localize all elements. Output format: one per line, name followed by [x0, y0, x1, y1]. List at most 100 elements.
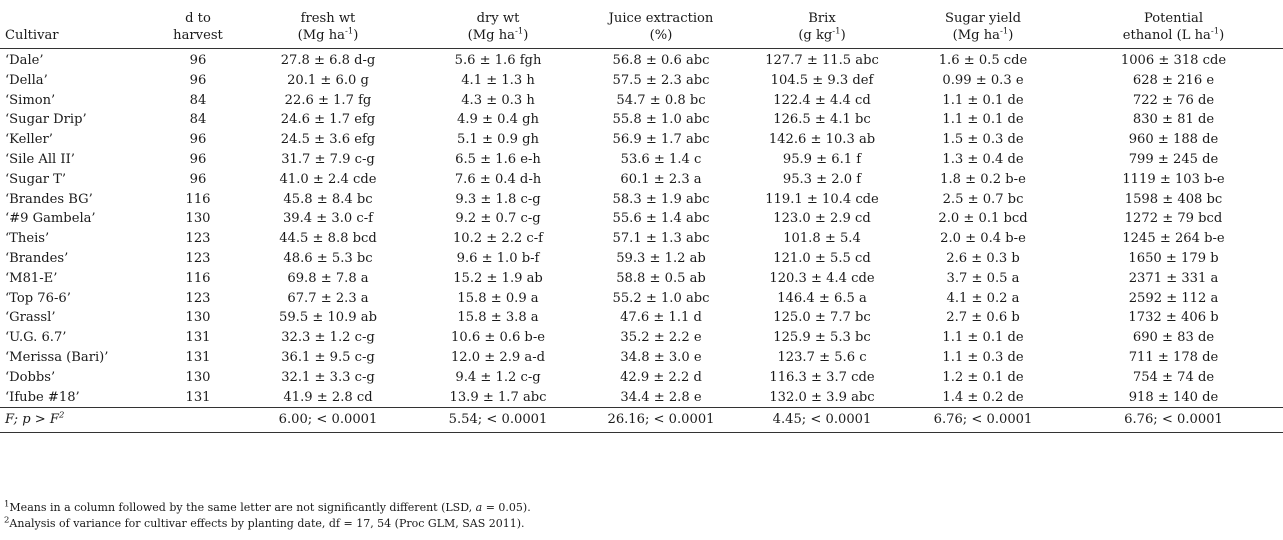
cell-sugar-yield: 2.7 ± 0.6 b [946, 310, 1020, 326]
cell-brix: 104.5 ± 9.3 def [770, 72, 874, 88]
header-unit-exponent: -1 [1210, 26, 1220, 37]
ftest-value: 6.00; < 0.0001 [240, 407, 416, 434]
cell-days-to-harvest: 131 [185, 330, 211, 346]
cell-sugar-yield: 1.2 ± 0.1 de [942, 369, 1024, 385]
cell-days-to-harvest: 131 [185, 349, 211, 365]
cell-fresh-weight: 31.7 ± 7.9 c-g [281, 151, 375, 167]
cell-cultivar: ‘Merissa (Bari)’ [5, 349, 109, 365]
cell-sugar-yield: 1.4 ± 0.2 de [942, 389, 1024, 405]
table-body: ‘Dale’ 96 27.8 ± 6.8 d-g 5.6 ± 1.6 fgh 56.8 … [0, 49, 1283, 434]
table-row: ‘Grassl’ 130 59.5 ± 10.9 ab 15.8 ± 3.8 a 47.… [0, 308, 1283, 328]
cell-cultivar: ‘M81-E’ [5, 270, 58, 286]
header-unit-exponent: -1 [514, 26, 524, 37]
cell-potential-ethanol: 2592 ± 112 a [1128, 290, 1219, 306]
header-unit-exponent: -1 [832, 26, 841, 37]
table-row: ‘Sugar Drip’ 84 24.6 ± 1.7 efg 4.9 ± 0.4 gh… [0, 110, 1283, 130]
ftest-label-text: F; p > F [5, 412, 59, 428]
cell-fresh-weight: 44.5 ± 8.8 bcd [279, 231, 377, 247]
cell-potential-ethanol: 1650 ± 179 b [1128, 250, 1219, 266]
cell-potential-ethanol: 1119 ± 103 b-e [1122, 171, 1225, 187]
cell-cultivar: ‘Brandes BG’ [5, 191, 93, 207]
ftest-label: F; p > F2 [0, 407, 156, 434]
footnote-1-alpha: a [475, 501, 483, 514]
cell-fresh-weight: 39.4 ± 3.0 c-f [282, 211, 374, 227]
cell-juice-extraction: 55.6 ± 1.4 abc [612, 211, 710, 227]
header-line1: dry wt [476, 11, 520, 26]
cell-dry-weight: 9.6 ± 1.0 b-f [456, 250, 540, 266]
table-row: ‘Dale’ 96 27.8 ± 6.8 d-g 5.6 ± 1.6 fgh 56.8 … [0, 49, 1283, 71]
cell-sugar-yield: 1.1 ± 0.1 de [942, 112, 1024, 128]
cell-brix: 101.8 ± 5.4 [783, 231, 861, 247]
cell-brix: 121.0 ± 5.5 cd [773, 250, 871, 266]
ftest-value: 6.76; < 0.0001 [902, 407, 1064, 434]
cell-brix: 116.3 ± 3.7 cde [769, 369, 875, 385]
header-close-paren: ) [353, 28, 359, 43]
cell-brix: 123.0 ± 2.9 cd [773, 211, 871, 227]
cell-potential-ethanol: 1006 ± 318 cde [1120, 53, 1227, 68]
cell-sugar-yield: 3.7 ± 0.5 a [946, 270, 1020, 286]
table-row: ‘Simon’ 84 22.6 ± 1.7 fg 4.3 ± 0.3 h 54.7 ± … [0, 91, 1283, 111]
cell-sugar-yield: 1.6 ± 0.5 cde [938, 53, 1028, 68]
cell-potential-ethanol: 918 ± 140 de [1128, 389, 1219, 405]
header-close-paren: ) [840, 28, 846, 43]
cell-days-to-harvest: 123 [185, 231, 211, 247]
cell-dry-weight: 7.6 ± 0.4 d-h [454, 171, 542, 187]
ftest-value: 4.45; < 0.0001 [742, 407, 902, 434]
cell-brix: 123.7 ± 5.6 c [777, 349, 867, 365]
header-line1: fresh wt [300, 11, 356, 26]
header-line2: ethanol (L ha [1122, 28, 1211, 43]
table-row: ‘Della’ 96 20.1 ± 6.0 g 4.1 ± 1.3 h 57.5 ± 2… [0, 71, 1283, 91]
cell-days-to-harvest: 130 [185, 310, 211, 326]
table-row: ‘Dobbs’ 130 32.1 ± 3.3 c-g 9.4 ± 1.2 c-g 42.… [0, 368, 1283, 388]
cell-brix: 127.7 ± 11.5 abc [765, 53, 879, 68]
cell-dry-weight: 15.8 ± 3.8 a [457, 310, 539, 326]
footnote-2-text: Analysis of variance for cultivar effect… [9, 517, 525, 530]
cultivar-table: Cultivar d to harvest fresh wt (Mg ha-1) dry … [0, 4, 1283, 434]
cell-brix: 95.3 ± 2.0 f [782, 171, 862, 187]
cell-cultivar: ‘Theis’ [5, 231, 50, 247]
cell-days-to-harvest: 123 [185, 290, 211, 306]
cell-sugar-yield: 1.3 ± 0.4 de [942, 151, 1024, 167]
footnote-1-text: Means in a column followed by the same l… [9, 501, 476, 514]
cell-sugar-yield: 1.1 ± 0.3 de [942, 349, 1024, 365]
cell-dry-weight: 15.8 ± 0.9 a [457, 290, 539, 306]
header-line2: Cultivar [5, 28, 59, 43]
cell-juice-extraction: 42.9 ± 2.2 d [620, 369, 702, 385]
header-line1: Juice extraction [608, 11, 714, 26]
cell-potential-ethanol: 1732 ± 406 b [1128, 310, 1219, 326]
cell-brix: 125.9 ± 5.3 bc [773, 330, 871, 346]
cell-juice-extraction: 56.9 ± 1.7 abc [612, 132, 710, 148]
cell-brix: 120.3 ± 4.4 cde [769, 270, 875, 286]
cell-dry-weight: 9.4 ± 1.2 c-g [455, 369, 541, 385]
cell-juice-extraction: 54.7 ± 0.8 bc [616, 92, 706, 108]
header-line1: d to [185, 11, 211, 26]
cell-fresh-weight: 48.6 ± 5.3 bc [283, 250, 373, 266]
cell-potential-ethanol: 1245 ± 264 b-e [1122, 231, 1225, 247]
cell-days-to-harvest: 96 [189, 53, 207, 68]
cell-juice-extraction: 34.4 ± 2.8 e [620, 389, 702, 405]
footnotes: 1Means in a column followed by the same … [4, 500, 531, 532]
cell-potential-ethanol: 1598 ± 408 bc [1124, 191, 1223, 207]
header-cultivar: Cultivar [0, 4, 156, 49]
cell-juice-extraction: 35.2 ± 2.2 e [620, 330, 702, 346]
cell-days-to-harvest: 96 [189, 132, 207, 148]
ftest-row: F; p > F2 6.00; < 0.0001 5.54; < 0.0001 26.… [0, 407, 1283, 434]
table-row: ‘M81-E’ 116 69.8 ± 7.8 a 15.2 ± 1.9 ab 58.8 … [0, 269, 1283, 289]
header-line2: (Mg ha [952, 28, 1000, 43]
cell-dry-weight: 4.3 ± 0.3 h [461, 92, 535, 108]
cell-potential-ethanol: 711 ± 178 de [1128, 349, 1219, 365]
cell-cultivar: ‘#9 Gambela’ [5, 211, 96, 227]
cell-brix: 132.0 ± 3.9 abc [769, 389, 875, 405]
ftest-footnote-marker: 2 [58, 410, 65, 421]
cell-juice-extraction: 57.1 ± 1.3 abc [612, 231, 710, 247]
cell-brix: 142.6 ± 10.3 ab [768, 132, 876, 148]
cell-days-to-harvest: 96 [189, 151, 207, 167]
cell-potential-ethanol: 754 ± 74 de [1132, 369, 1215, 385]
ftest-value: 6.76; < 0.0001 [1064, 407, 1283, 434]
cell-potential-ethanol: 1272 ± 79 bcd [1124, 211, 1223, 227]
header-row: Cultivar d to harvest fresh wt (Mg ha-1) dry … [0, 4, 1283, 49]
cell-dry-weight: 13.9 ± 1.7 abc [449, 389, 547, 405]
cell-cultivar: ‘Dale’ [5, 53, 44, 68]
cell-potential-ethanol: 830 ± 81 de [1132, 112, 1215, 128]
cell-sugar-yield: 2.5 ± 0.7 bc [942, 191, 1024, 207]
